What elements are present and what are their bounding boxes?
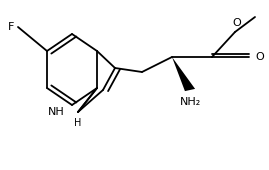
Text: NH: NH xyxy=(48,107,65,117)
Polygon shape xyxy=(172,57,195,91)
Text: H: H xyxy=(74,118,82,128)
Text: O: O xyxy=(255,52,264,62)
Text: F: F xyxy=(8,22,14,32)
Text: NH₂: NH₂ xyxy=(179,97,201,107)
Text: O: O xyxy=(233,18,241,28)
